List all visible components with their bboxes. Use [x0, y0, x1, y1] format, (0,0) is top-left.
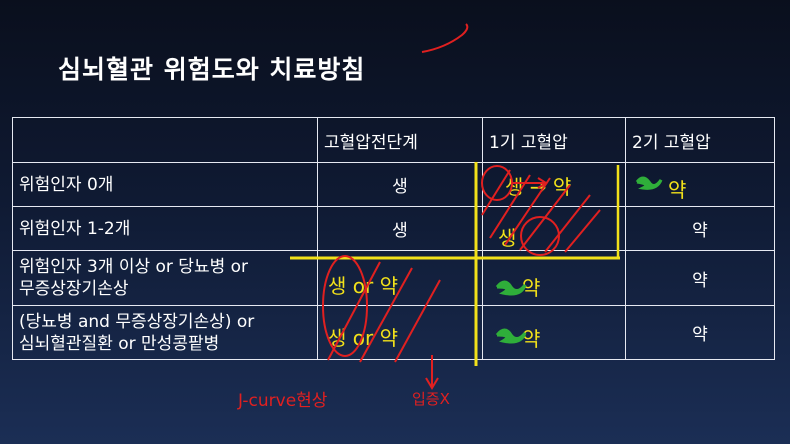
red-squiggle-mark	[421, 23, 469, 53]
cell-r1-c3: 약	[625, 206, 775, 251]
table-header-row: 고혈압전단계 1기 고혈압 2기 고혈압	[12, 117, 775, 163]
cell-r3-c3: 약	[625, 305, 775, 360]
table-row: 위험인자 1-2개 생 약	[12, 206, 775, 251]
cell-r0-c1: 생	[317, 162, 483, 207]
row-label-cvd: (당뇨병 and 무증상장기손상) or 심뇌혈관질환 or 만성콩팥병	[12, 305, 318, 360]
annotation-r3-c2: 약	[522, 327, 541, 351]
annotation-r3-c1: 생 or 약	[328, 326, 398, 350]
cell-r2-c3: 약	[625, 250, 775, 306]
table-row: 위험인자 0개 생	[12, 162, 775, 207]
header-empty	[12, 117, 318, 163]
header-stage2: 2기 고혈압	[625, 117, 775, 163]
slide-title: 심뇌혈관 위험도와 치료방침	[58, 55, 366, 84]
cell-r2-c2	[482, 250, 626, 306]
annotation-r1-c2: 생	[498, 226, 517, 250]
cell-r3-c2	[482, 305, 626, 360]
cell-r1-c1: 생	[317, 206, 483, 251]
annotation-no-hypotension: 입증X	[412, 390, 450, 408]
header-prehypertension: 고혈압전단계	[317, 117, 483, 163]
cell-r0-c3	[625, 162, 775, 207]
row-label-risk-0: 위험인자 0개	[12, 162, 318, 207]
annotation-r2-c1: 생 or 약	[328, 274, 398, 298]
annotation-r0-c2: 생 → 약	[505, 175, 572, 199]
row-label-risk-1-2: 위험인자 1-2개	[12, 206, 318, 251]
annotation-r2-c2: 약	[522, 276, 541, 300]
annotation-r0-c3: 약	[668, 178, 687, 202]
row-label-risk-3plus: 위험인자 3개 이상 or 당뇨병 or 무증상장기손상	[12, 250, 318, 306]
annotation-j-curve: J-curve현상	[238, 391, 328, 411]
header-stage1: 1기 고혈압	[482, 117, 626, 163]
